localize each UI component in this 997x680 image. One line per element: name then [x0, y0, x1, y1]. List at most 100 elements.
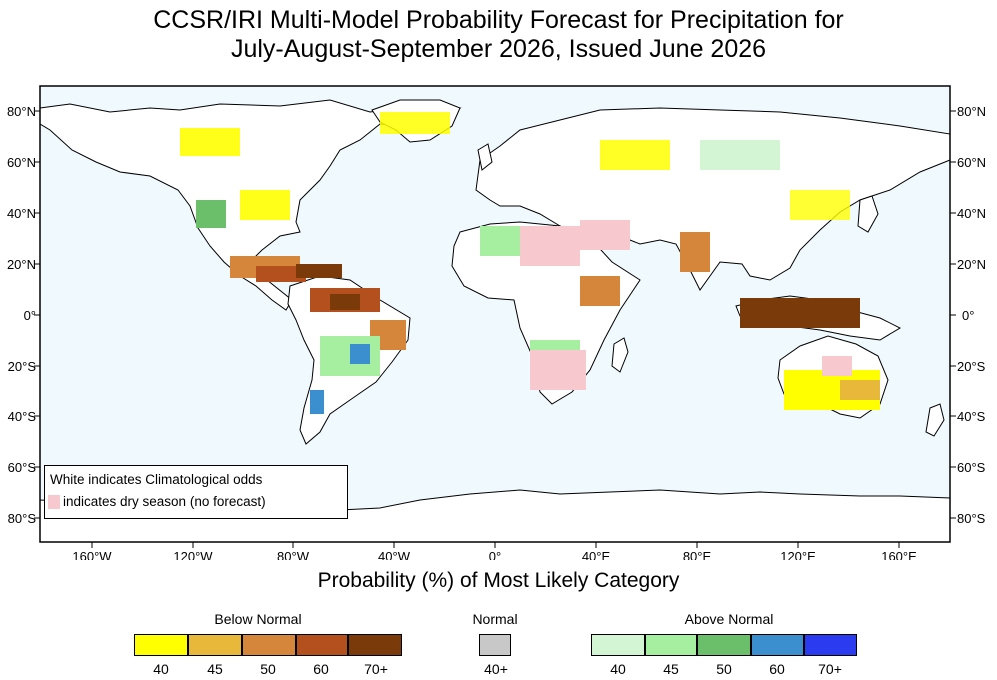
lat-tick: 0°	[24, 308, 40, 323]
lat-tick-label-left: 80°S	[8, 511, 37, 526]
dry-area	[530, 350, 586, 390]
dry-season-swatch	[48, 495, 60, 509]
title-line-2: July-August-September 2026, Issued June …	[230, 35, 767, 63]
lat-tick: 20°S	[8, 359, 40, 374]
normal-value: 40+	[484, 661, 508, 677]
lon-tick-label: 160°E	[881, 549, 917, 560]
lon-tick: 40°W	[378, 542, 411, 560]
new-zealand	[925, 403, 945, 437]
lat-tick: 40°S	[8, 409, 40, 424]
map-note: White indicates Climatological odds indi…	[44, 465, 348, 519]
lat-tick: 20°N	[7, 257, 40, 272]
lon-tick: 160°W	[72, 542, 112, 560]
lat-tick-label-right: 20°S	[957, 359, 986, 374]
normal-label: Normal	[472, 611, 518, 627]
below-value: 45	[207, 661, 223, 677]
below-area	[330, 294, 360, 310]
lon-tick: 40°E	[582, 542, 611, 560]
above-area	[350, 344, 370, 364]
japan	[857, 195, 879, 233]
lat-tick-label-left: 80°N	[7, 104, 36, 119]
lat-axis-right: 80°N 60°N 40°N 20°N 0° 20°S 40°S 60°S 80…	[950, 104, 986, 526]
lon-tick-label: 80°E	[683, 549, 712, 560]
lon-tick-label: 120°E	[780, 549, 816, 560]
lon-tick-label: 40°W	[378, 549, 411, 560]
above-normal-label: Above Normal	[684, 611, 774, 627]
lat-tick: 40°N	[7, 206, 40, 221]
lon-tick-label: 160°W	[72, 549, 112, 560]
colorbar-title: Probability (%) of Most Likely Category	[317, 569, 680, 592]
lat-tick-label-right: 40°S	[957, 409, 986, 424]
below-area	[240, 190, 290, 220]
above-swatch-70	[804, 634, 857, 656]
below-area	[680, 232, 710, 272]
below-value: 50	[260, 661, 276, 677]
dry-area	[580, 220, 630, 250]
lat-tick-label-left: 20°S	[8, 359, 37, 374]
lon-tick-label: 40°E	[582, 549, 611, 560]
lon-axis: 160°W 120°W 80°W 40°W 0° 40°E 80°E 120°E…	[72, 542, 917, 560]
lon-tick: 120°E	[780, 542, 816, 560]
above-area	[310, 390, 324, 414]
below-area	[180, 128, 240, 156]
note-dry-season-text: indicates dry season (no forecast)	[63, 494, 266, 509]
dry-area	[822, 356, 852, 376]
lat-tick: 60°N	[950, 155, 986, 170]
above-swatch-40	[591, 634, 645, 656]
lon-tick: 0°	[489, 542, 501, 560]
normal-swatch	[479, 634, 511, 656]
forecast-map: 80°N 60°N 40°N 20°N 0° 20°S 40°S 60°S 80…	[7, 85, 986, 560]
above-value: 50	[716, 661, 732, 677]
below-swatch-60	[296, 634, 348, 656]
lat-tick: 80°N	[950, 104, 986, 119]
lat-tick: 40°N	[950, 206, 986, 221]
below-swatch-45	[188, 634, 242, 656]
above-value: 70+	[818, 661, 842, 677]
lat-tick-label-left: 60°N	[7, 155, 36, 170]
lon-tick-label: 80°W	[277, 549, 310, 560]
note-climatology-text: White indicates Climatological odds	[50, 472, 263, 487]
lat-tick-label-right: 80°S	[957, 511, 986, 526]
below-area	[600, 140, 670, 170]
lon-tick: 80°W	[277, 542, 310, 560]
lat-tick-label-right: 0°	[962, 308, 974, 323]
lat-tick-label-left: 40°N	[7, 206, 36, 221]
lat-tick: 80°N	[7, 104, 40, 119]
lat-tick: 20°N	[950, 257, 986, 272]
below-area	[296, 264, 342, 278]
lat-tick-label-right: 60°S	[957, 460, 986, 475]
lat-tick-label-left: 0°	[24, 308, 36, 323]
lon-tick: 160°E	[881, 542, 917, 560]
above-normal-areas	[196, 140, 780, 414]
below-area	[580, 276, 620, 306]
lat-tick: 60°N	[7, 155, 40, 170]
below-area	[840, 380, 880, 400]
lon-tick: 80°E	[683, 542, 712, 560]
lat-axis-left: 80°N 60°N 40°N 20°N 0° 20°S 40°S 60°S 80…	[7, 104, 40, 526]
title-line-1: CCSR/IRI Multi-Model Probability Forecas…	[153, 6, 844, 34]
above-area	[700, 140, 780, 170]
lon-tick-label: 0°	[489, 549, 501, 560]
dry-season-areas	[520, 220, 852, 390]
above-area	[480, 226, 520, 256]
lat-tick-label-right: 40°N	[957, 206, 986, 221]
lat-tick: 80°S	[8, 511, 40, 526]
madagascar	[611, 337, 629, 373]
below-normal-label: Below Normal	[214, 611, 302, 627]
below-area	[740, 298, 860, 328]
below-area	[380, 112, 450, 134]
dry-area	[520, 226, 580, 266]
lon-tick: 120°W	[173, 542, 213, 560]
below-normal-areas	[180, 112, 880, 410]
above-swatch-60	[751, 634, 804, 656]
lat-tick: 20°S	[950, 359, 986, 374]
below-swatch-70	[348, 634, 402, 656]
lon-tick-label: 120°W	[173, 549, 213, 560]
lat-tick: 60°S	[8, 460, 40, 475]
below-swatch-40	[134, 634, 188, 656]
above-swatch-50	[697, 634, 751, 656]
lat-tick-label-right: 60°N	[957, 155, 986, 170]
below-value: 60	[313, 661, 329, 677]
below-value: 70+	[364, 661, 388, 677]
map-title: CCSR/IRI Multi-Model Probability Forecas…	[0, 6, 997, 64]
